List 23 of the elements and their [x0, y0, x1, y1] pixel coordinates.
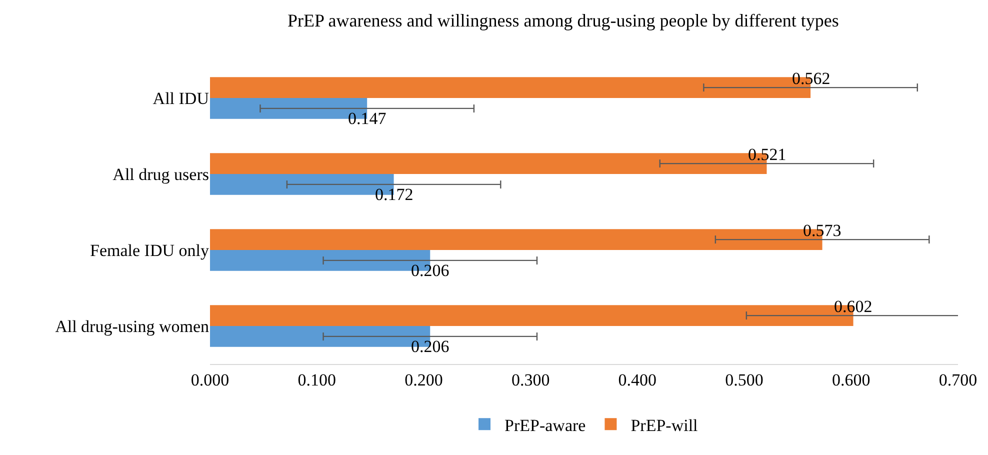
data-label: 0.206	[411, 337, 450, 356]
data-label: 0.147	[348, 109, 387, 128]
data-label: 0.602	[834, 297, 872, 316]
x-tick-label: 0.100	[298, 370, 336, 390]
x-tick-label: 0.400	[618, 370, 657, 390]
x-tick-label: 0.700	[938, 370, 978, 390]
y-tick-label: All drug users	[112, 164, 209, 184]
data-label: 0.172	[375, 185, 414, 204]
legend-label: PrEP-will	[630, 416, 698, 435]
legend-label: PrEP-aware	[504, 416, 586, 435]
x-tick-label: 0.500	[725, 370, 764, 390]
x-tick-label: 0.300	[511, 370, 550, 390]
data-label: 0.573	[803, 221, 842, 240]
y-tick-label: Female IDU only	[90, 240, 210, 260]
x-tick-label: 0.000	[190, 370, 230, 390]
data-label: 0.206	[411, 261, 450, 280]
chart-title: PrEP awareness and willingness among drug-using people by different types	[287, 10, 839, 30]
data-label: 0.562	[792, 69, 830, 88]
x-tick-label: 0.200	[404, 370, 443, 390]
y-tick-label: All IDU	[152, 88, 209, 108]
data-label: 0.521	[748, 145, 786, 164]
x-tick-label: 0.600	[832, 370, 870, 390]
y-tick-label: All drug-using women	[55, 316, 210, 336]
